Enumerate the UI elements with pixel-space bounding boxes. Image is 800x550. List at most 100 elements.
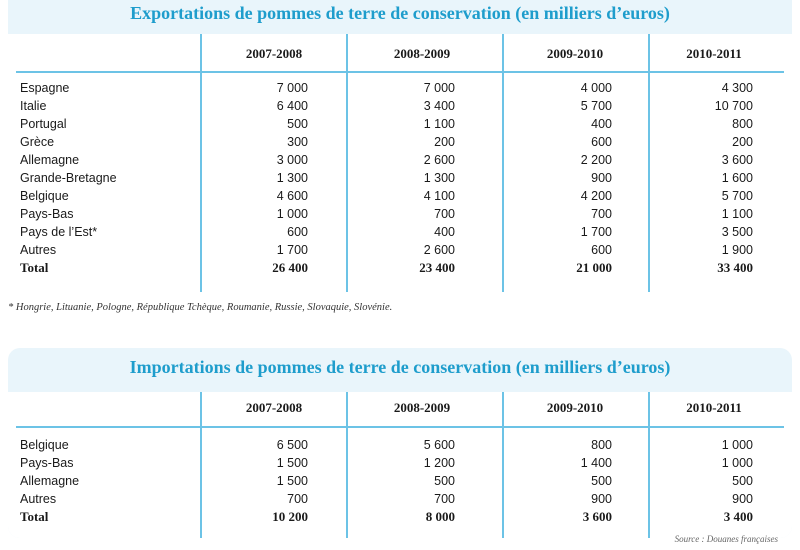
row-label: Pays de l’Est* [20, 225, 98, 239]
cell-value: 4 300 [721, 81, 753, 95]
column-divider [502, 34, 504, 292]
cell-value: 3 500 [721, 225, 753, 239]
cell-value: 6 500 [276, 438, 308, 452]
cell-value: 1 000 [276, 207, 308, 221]
cell-value: 3 600 [582, 509, 612, 524]
column-header-2008-2009: 2008-2009 [393, 46, 451, 61]
imports-table-panel: Importations de pommes de terre de conse… [8, 348, 792, 544]
column-header-2010-2011: 2010-2011 [686, 46, 742, 61]
imports-title: Importations de pommes de terre de conse… [129, 357, 671, 377]
table-row: Pays-Bas 1 500 1 200 1 400 1 000 [8, 454, 792, 472]
column-header-2007-2008: 2007-2008 [245, 46, 303, 61]
total-label: Total [20, 509, 49, 524]
cell-value: 800 [732, 117, 753, 131]
table-row: Espagne 7 000 7 000 4 000 4 300 [8, 79, 792, 97]
table-row: Allemagne 3 000 2 600 2 200 3 600 [8, 151, 792, 169]
table-row: Pays de l’Est* 600 400 1 700 3 500 [8, 223, 792, 241]
cell-value: 10 200 [272, 509, 308, 524]
imports-rows: Belgique 6 500 5 600 800 1 000 Pays-Bas 1 500 1… [8, 436, 792, 526]
cell-value: 3 400 [423, 99, 455, 113]
cell-value: 900 [732, 492, 753, 506]
cell-value: 600 [591, 243, 612, 257]
table-row: Pays-Bas 1 000 700 700 1 100 [8, 205, 792, 223]
row-label: Italie [20, 99, 47, 113]
cell-value: 700 [434, 492, 455, 506]
row-label: Belgique [20, 438, 69, 452]
table-row: Belgique 4 600 4 100 4 200 5 700 [8, 187, 792, 205]
column-header-2009-2010: 2009-2010 [546, 400, 604, 415]
cell-value: 1 700 [580, 225, 612, 239]
column-header-2009-2010: 2009-2010 [546, 46, 604, 61]
cell-value: 1 700 [276, 243, 308, 257]
exports-table-panel: Exportations de pommes de terre de conse… [8, 0, 792, 292]
column-header-2008-2009: 2008-2009 [393, 400, 451, 415]
cell-value: 1 400 [580, 456, 612, 470]
total-row: Total 10 200 8 000 3 600 3 400 [8, 508, 792, 526]
cell-value: 200 [434, 135, 455, 149]
table-row: Autres 1 700 2 600 600 1 900 [8, 241, 792, 259]
cell-value: 3 600 [721, 153, 753, 167]
table-row: Belgique 6 500 5 600 800 1 000 [8, 436, 792, 454]
cell-value: 300 [287, 135, 308, 149]
row-label: Autres [20, 243, 57, 257]
cell-value: 1 500 [276, 456, 308, 470]
cell-value: 800 [591, 438, 612, 452]
cell-value: 1 000 [721, 438, 753, 452]
row-label: Autres [20, 492, 57, 506]
cell-value: 5 600 [423, 438, 455, 452]
cell-value: 700 [287, 492, 308, 506]
cell-value: 1 200 [423, 456, 455, 470]
cell-value: 4 000 [580, 81, 612, 95]
cell-value: 1 300 [423, 171, 455, 185]
cell-value: 3 000 [276, 153, 308, 167]
cell-value: 2 200 [580, 153, 612, 167]
cell-value: 900 [591, 492, 612, 506]
cell-value: 700 [434, 207, 455, 221]
cell-value: 2 600 [423, 243, 455, 257]
cell-value: 500 [591, 474, 612, 488]
cell-value: 4 200 [580, 189, 612, 203]
cell-value: 10 700 [714, 99, 753, 113]
row-label: Espagne [20, 81, 70, 95]
total-row: Total 26 400 23 400 21 000 33 400 [8, 259, 792, 277]
cell-value: 1 600 [721, 171, 753, 185]
cell-value: 5 700 [721, 189, 753, 203]
header-rule [16, 426, 784, 428]
cell-value: 600 [591, 135, 612, 149]
table-row: Autres 700 700 900 900 [8, 490, 792, 508]
cell-value: 7 000 [276, 81, 308, 95]
cell-value: 200 [732, 135, 753, 149]
row-label: Allemagne [20, 474, 80, 488]
cell-value: 1 300 [276, 171, 308, 185]
column-divider [346, 34, 348, 292]
row-label: Portugal [20, 117, 67, 131]
cell-value: 4 600 [276, 189, 308, 203]
cell-value: 26 400 [272, 260, 308, 275]
cell-value: 1 900 [721, 243, 753, 257]
cell-value: 1 000 [721, 456, 753, 470]
cell-value: 900 [591, 171, 612, 185]
total-label: Total [20, 260, 49, 275]
header-rule [16, 71, 784, 73]
cell-value: 8 000 [425, 509, 455, 524]
cell-value: 4 100 [423, 189, 455, 203]
cell-value: 6 400 [276, 99, 308, 113]
cell-value: 1 100 [721, 207, 753, 221]
exports-title: Exportations de pommes de terre de conse… [130, 3, 670, 23]
cell-value: 1 100 [423, 117, 455, 131]
table-row: Portugal 500 1 100 400 800 [8, 115, 792, 133]
cell-value: 500 [287, 117, 308, 131]
cell-value: 700 [591, 207, 612, 221]
cell-value: 500 [732, 474, 753, 488]
column-header-2010-2011: 2010-2011 [686, 400, 742, 415]
exports-footnote: * Hongrie, Lituanie, Pologne, République… [8, 302, 393, 313]
column-divider [200, 34, 202, 292]
cell-value: 500 [434, 474, 455, 488]
table-row: Italie 6 400 3 400 5 700 10 700 [8, 97, 792, 115]
row-label: Grande-Bretagne [20, 171, 117, 185]
cell-value: 23 400 [419, 260, 455, 275]
cell-value: 2 600 [423, 153, 455, 167]
column-divider [648, 392, 650, 538]
exports-rows: Espagne 7 000 7 000 4 000 4 300 Italie 6 400 3 … [8, 79, 792, 277]
cell-value: 400 [591, 117, 612, 131]
